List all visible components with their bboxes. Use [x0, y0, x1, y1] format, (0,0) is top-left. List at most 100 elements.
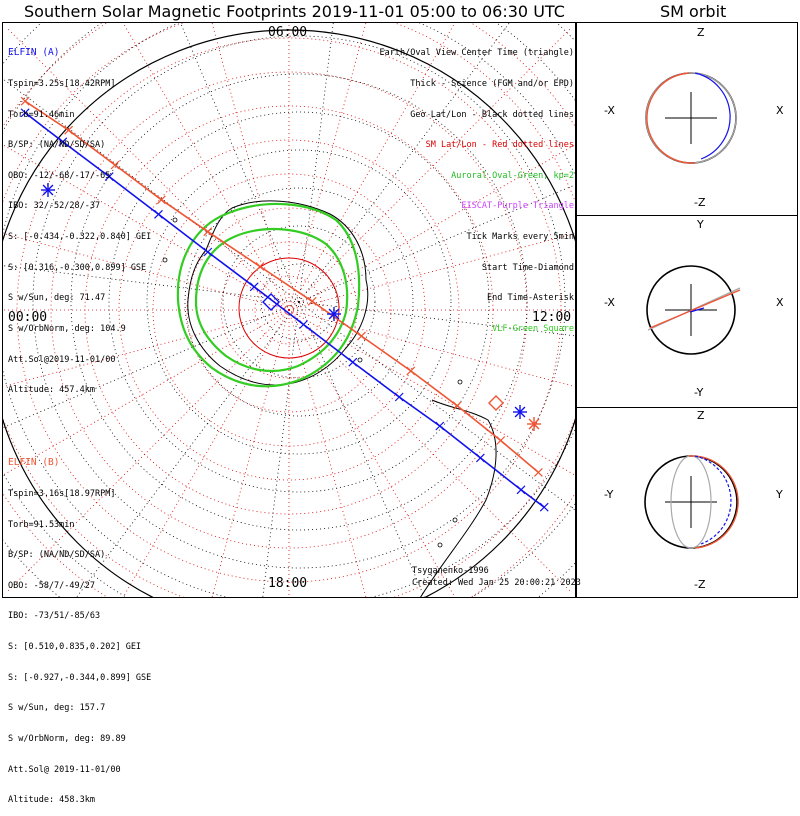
geo-lon-line	[3, 301, 300, 429]
elfin-b-line: OBO: -58/7/-49/27	[8, 580, 95, 591]
orbit-divider-1	[576, 215, 798, 216]
orbit3-track-a	[694, 455, 732, 545]
island	[172, 217, 178, 223]
elfin-b-tick	[64, 125, 74, 135]
elfin-a-line: S w/Sun, deg: 71.47	[8, 293, 106, 304]
elfin-b-tick	[255, 262, 265, 271]
island	[452, 517, 458, 523]
end-asterisk	[514, 406, 526, 418]
legend-entry: Thick - Science (FGM and/or EPD)	[410, 79, 574, 90]
elfin-b-tick	[110, 160, 120, 170]
elfin-a-tick	[249, 282, 259, 292]
orbit3-right-label: Y	[776, 488, 783, 501]
orbit1-track-b	[646, 72, 696, 164]
elfin-b-line: S: [0.510,0.835,0.202] GEI	[8, 642, 142, 653]
legend-entry: Earth/Oval View Center Time (triangle)	[379, 48, 574, 59]
elfin-b-tick	[406, 366, 416, 376]
orbit-title: SM orbit	[660, 2, 727, 21]
auroral-oval-outer	[176, 202, 361, 388]
map-layer	[3, 23, 575, 597]
sm-lon-line	[211, 309, 290, 597]
sm-lon-line	[288, 23, 456, 311]
sm-lat-circle	[254, 275, 324, 345]
legend-entry: Geo Lat/Lon - Black dotted lines	[410, 109, 574, 120]
sm-lon-line	[288, 309, 573, 594]
legend-entry: End Time-Asterisk	[487, 293, 574, 304]
sm-lon-line	[288, 309, 456, 597]
elfin-b-tick	[496, 436, 506, 445]
sm-lon-line	[5, 26, 290, 311]
sm-lon-line	[288, 23, 367, 311]
elfin-a-line: OBO: -12/-68/-17/-65	[8, 170, 111, 181]
orbit2-left-label: -X	[604, 296, 615, 309]
elfin-a-line: Att.Sol@2019-11-01/00	[8, 354, 116, 365]
island	[357, 357, 363, 363]
geo-lon-line	[298, 301, 575, 337]
legend-entry: Auroral Oval-Green, kp=2	[451, 170, 574, 181]
geo-lat-circle	[222, 225, 376, 379]
geo-lon-line	[262, 301, 300, 597]
sm-lon-line	[288, 144, 575, 311]
geo-lat-circle	[260, 263, 338, 341]
elfin-a-tick	[58, 137, 68, 147]
island	[162, 257, 168, 263]
elfin-a-tick	[154, 209, 163, 219]
sm-lat-circle	[118, 139, 460, 481]
orbit1-bottom-label: -Z	[694, 196, 706, 209]
orbit2-earth	[646, 265, 736, 355]
elfin-b-tick	[203, 227, 213, 237]
geo-lon-line	[298, 184, 575, 303]
sm-lon-line	[122, 23, 290, 311]
orbit2-track-a	[689, 307, 705, 313]
orbit2-bottom-label: -Y	[694, 386, 704, 399]
legend-entry: Tick Marks every 5min	[466, 232, 574, 243]
sm-lat-circle	[186, 207, 392, 413]
created-stamp: Created: Wed Jan 25 20:00:21 2023	[412, 578, 581, 588]
elfin-a-line: Torb=91.46min	[8, 109, 75, 120]
elfin-b-line: Altitude: 458.3km	[8, 795, 95, 806]
orbit2-top-label: Y	[697, 218, 704, 231]
sm-lon-line	[5, 309, 290, 594]
earth-limb	[3, 29, 575, 597]
elfin-b-line: Tspin=3.16s[18.97RPM]	[8, 489, 116, 500]
elfin-a-tick	[299, 320, 308, 329]
orbit1-left-label: -X	[604, 104, 615, 117]
elfin-a-title: ELFIN (A)	[8, 47, 60, 59]
geo-lat-circle	[32, 35, 566, 569]
elfin-a-line: B/SP: (NA/ND/SD/SA)	[8, 140, 106, 151]
orbit2-track-b	[649, 289, 741, 329]
elfin-b-tick	[533, 467, 543, 477]
elfin-b-info: ELFIN (B) Tspin=3.16s[18.97RPM] Torb=91.…	[8, 438, 151, 816]
antarctica-coast	[187, 200, 369, 386]
island	[457, 379, 463, 385]
elfin-b-tick	[452, 401, 462, 411]
elfin-b-tick	[357, 331, 366, 341]
orbit1-right-label: X	[776, 104, 784, 117]
elfin-a-line: S w/OrbNorm, deg: 104.9	[8, 323, 126, 334]
sm-orbit-panel	[576, 22, 798, 598]
elfin-a-tick	[348, 357, 358, 367]
geo-lat-circle	[146, 149, 452, 455]
geo-lat-circle	[108, 111, 490, 493]
elfin-a-tick	[104, 172, 114, 182]
elfin-a-tick	[516, 485, 526, 495]
footprint-map-panel	[2, 22, 576, 598]
elfin-a-tick	[394, 392, 404, 402]
elfin-a-tick	[435, 421, 445, 431]
geo-lat-circle	[184, 187, 414, 417]
elfin-a-tick	[475, 453, 485, 463]
elfin-a-tick	[539, 502, 549, 512]
end-diamond-b	[488, 395, 504, 411]
main-title: Southern Solar Magnetic Footprints 2019-…	[24, 2, 565, 21]
elfin-b-track	[24, 100, 539, 474]
sm-lon-line	[3, 232, 290, 311]
model-credit: Tsyganenko-1996	[412, 566, 489, 576]
island	[437, 542, 443, 548]
geo-lon-line	[298, 301, 575, 511]
elfin-a-line: IBO: 32/-52/28/-37	[8, 201, 101, 212]
orbit3-top-label: Z	[697, 409, 705, 422]
legend-entry: Start Time-Diamond	[481, 262, 574, 273]
sm-lon-line	[3, 309, 290, 388]
lt-label-06: 06:00	[268, 25, 308, 40]
elfin-b-title: ELFIN (B)	[8, 457, 60, 469]
